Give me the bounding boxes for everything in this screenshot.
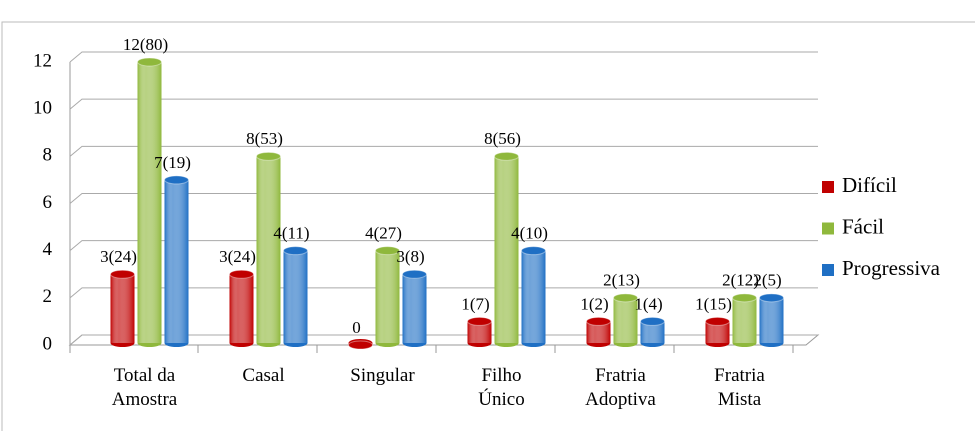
x-tick-label: Casal: [242, 365, 285, 386]
bar-top: [283, 246, 308, 256]
x-tick-label: Fratria Mista: [714, 365, 765, 410]
x-tick-label: Singular: [350, 365, 415, 386]
bar-top: [375, 246, 400, 256]
y-tick-label: 6: [43, 192, 53, 213]
bar-top: [110, 269, 135, 279]
frame: [1, 21, 975, 431]
bar-top: [164, 175, 189, 185]
bar-shade: [586, 321, 611, 343]
data-label: 2(13): [603, 271, 640, 290]
data-label: 1(4): [634, 294, 662, 313]
bar-top: [348, 340, 373, 350]
bar-shade: [283, 250, 308, 343]
bar-shade: [164, 179, 189, 343]
data-label: 8(53): [246, 129, 283, 148]
bar-top: [759, 293, 784, 303]
bar-top: [467, 316, 492, 326]
data-label: 1(15): [695, 294, 732, 313]
bar-shade: [402, 274, 427, 343]
data-label: 1(2): [580, 294, 608, 313]
bar-shade: [375, 250, 400, 343]
x-tick-label: Filho Único: [478, 365, 525, 410]
y-tick-label: 10: [33, 98, 52, 119]
data-label: 4(11): [273, 224, 309, 243]
data-label: 8(56): [484, 129, 521, 148]
bar-shade: [110, 274, 135, 343]
y-tick-label: 2: [43, 286, 53, 307]
bar-top: [256, 151, 281, 161]
bar-shade: [640, 321, 665, 343]
data-label: 3(8): [396, 247, 424, 266]
grid-line: [69, 98, 818, 110]
bar-shade: [494, 156, 519, 343]
grid-line: [69, 240, 818, 252]
legend-label: Fácil: [842, 214, 884, 238]
bar-top: [705, 316, 730, 326]
bar-shade: [613, 297, 638, 343]
bar-shade: [705, 321, 730, 343]
bar-shade: [229, 274, 254, 343]
bar-shade: [521, 250, 546, 343]
legend-swatch: [822, 181, 834, 193]
bar-top: [732, 293, 757, 303]
bar-shade: [467, 321, 492, 343]
y-tick-label: 4: [43, 239, 53, 260]
data-label: 7(19): [154, 153, 191, 172]
data-label: 3(24): [219, 247, 256, 266]
data-label: 4(27): [365, 224, 402, 243]
data-label: 2(5): [753, 271, 781, 290]
data-label: 2(12): [722, 271, 759, 290]
bar-top: [521, 246, 546, 256]
x-tick-label: Fratria Adoptiva: [585, 365, 656, 410]
data-label: 12(80): [123, 35, 168, 54]
y-tick-label: 8: [43, 145, 53, 166]
bar-top: [402, 269, 427, 279]
legend-label: Progressiva: [842, 256, 941, 280]
y-tick-label: 0: [43, 333, 53, 354]
y-tick-label: 12: [33, 50, 52, 71]
data-label: 3(24): [100, 247, 137, 266]
bar-shade: [759, 297, 784, 343]
data-label: 0: [352, 318, 361, 337]
bar-top: [586, 316, 611, 326]
x-tick-label: Total da Amostra: [111, 365, 178, 410]
bar-top: [640, 316, 665, 326]
bar-top: [229, 269, 254, 279]
bar-top: [494, 151, 519, 161]
grid-line: [69, 287, 818, 299]
grid-line: [69, 145, 818, 157]
grid-line: [69, 193, 818, 204]
bar-shade: [256, 156, 281, 343]
bar-top: [137, 57, 162, 67]
bar-shade: [732, 297, 757, 343]
legend-swatch: [822, 264, 834, 276]
bar-shade: [137, 62, 162, 343]
bar-top: [613, 293, 638, 303]
grid-line: [69, 334, 818, 346]
data-label: 4(10): [511, 224, 548, 243]
legend-label: Difícil: [842, 173, 897, 197]
data-label: 1(7): [461, 294, 489, 313]
legend-swatch: [822, 222, 834, 235]
grid-line: [69, 51, 818, 63]
